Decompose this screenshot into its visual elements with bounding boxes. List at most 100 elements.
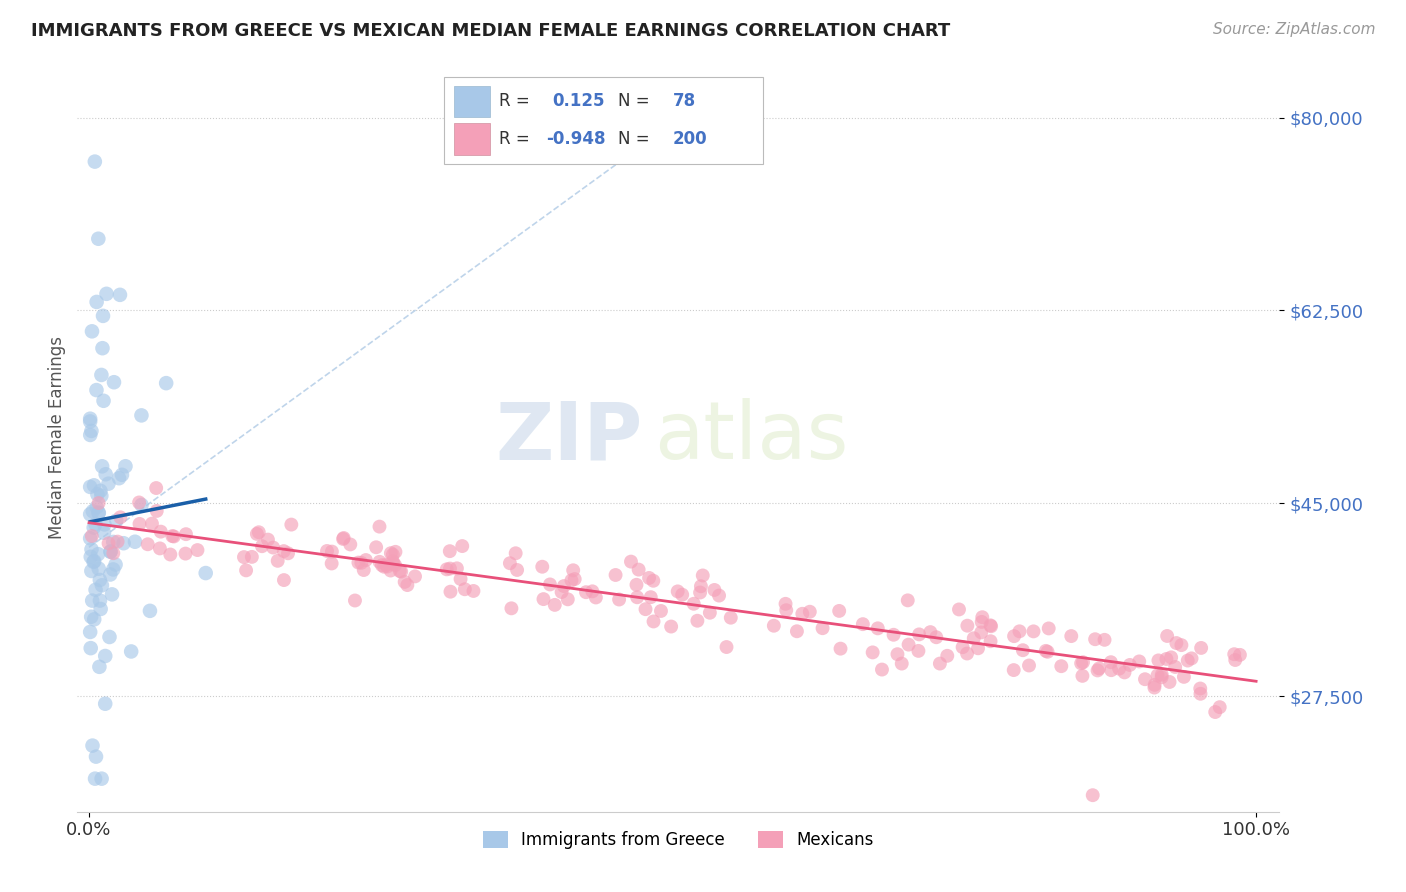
Text: -0.948: -0.948 [546, 130, 606, 148]
Point [1002, 629, 1025, 643]
Point [972, 610, 994, 624]
Point [1164, 660, 1187, 674]
Point [90, 368, 112, 382]
Point [91, 341, 114, 355]
Point [862, 645, 884, 659]
Text: IMMIGRANTS FROM GREECE VS MEXICAN MEDIAN FEMALE EARNINGS CORRELATION CHART: IMMIGRANTS FROM GREECE VS MEXICAN MEDIAN… [31, 22, 950, 40]
Point [531, 559, 554, 574]
Point [162, 529, 184, 543]
Point [108, 471, 131, 485]
Point [84, 749, 107, 764]
Point [103, 562, 125, 576]
Point [640, 590, 662, 604]
Point [1166, 636, 1188, 650]
Point [89, 483, 111, 498]
Point [316, 544, 339, 558]
Point [84, 517, 107, 532]
Point [174, 547, 197, 561]
Point [90, 489, 112, 503]
Point [343, 593, 366, 607]
Point [332, 531, 354, 545]
Point [686, 614, 709, 628]
Point [103, 546, 125, 560]
Point [605, 568, 627, 582]
Point [830, 641, 852, 656]
Point [970, 625, 993, 640]
Text: ZIP: ZIP [495, 398, 643, 476]
Point [557, 592, 579, 607]
Point [454, 582, 477, 597]
Point [1081, 788, 1104, 802]
Point [1128, 655, 1150, 669]
Point [145, 504, 167, 518]
Point [936, 648, 959, 663]
Point [1036, 645, 1059, 659]
Point [233, 550, 256, 565]
Point [79, 507, 101, 521]
Point [1223, 647, 1246, 661]
Point [1071, 655, 1094, 669]
Text: 78: 78 [672, 93, 696, 111]
Point [925, 630, 948, 644]
Point [1087, 664, 1109, 678]
Point [83, 478, 105, 492]
Point [707, 589, 730, 603]
Point [792, 607, 814, 621]
Point [375, 559, 398, 574]
Point [93, 517, 115, 532]
Point [607, 592, 630, 607]
Point [155, 376, 177, 391]
Point [101, 587, 124, 601]
Point [86, 383, 108, 397]
Point [103, 375, 125, 389]
Point [87, 547, 110, 561]
Bar [454, 123, 489, 154]
Point [1108, 662, 1130, 676]
Point [560, 574, 582, 588]
Point [897, 593, 920, 607]
Point [538, 577, 561, 591]
Point [1156, 652, 1178, 666]
Point [93, 393, 115, 408]
Point [163, 529, 186, 543]
Point [720, 610, 742, 624]
Point [716, 640, 738, 654]
Text: Source: ZipAtlas.com: Source: ZipAtlas.com [1212, 22, 1375, 37]
Point [394, 574, 416, 589]
Point [83, 554, 105, 568]
Point [463, 584, 485, 599]
Point [79, 428, 101, 442]
Point [1189, 640, 1212, 655]
Point [280, 517, 302, 532]
Point [84, 772, 107, 786]
Point [1225, 653, 1247, 667]
Point [91, 309, 114, 323]
Point [89, 573, 111, 587]
Point [890, 657, 912, 671]
Point [82, 593, 104, 607]
Point [1018, 658, 1040, 673]
Point [83, 612, 105, 626]
Point [83, 154, 105, 169]
Point [1180, 651, 1202, 665]
Point [82, 739, 104, 753]
Point [775, 597, 797, 611]
Point [643, 615, 665, 629]
Point [908, 627, 931, 641]
Text: 200: 200 [672, 130, 707, 148]
Point [246, 527, 269, 541]
Point [799, 605, 821, 619]
Point [1050, 659, 1073, 673]
Legend: Immigrants from Greece, Mexicans: Immigrants from Greece, Mexicans [477, 824, 880, 855]
Point [86, 487, 108, 501]
Point [87, 506, 110, 520]
Point [384, 545, 406, 559]
Point [83, 555, 105, 569]
Point [380, 546, 402, 560]
Point [354, 553, 377, 567]
Point [1147, 653, 1170, 667]
Point [80, 609, 103, 624]
Point [626, 578, 648, 592]
Point [1119, 657, 1142, 672]
Point [634, 602, 657, 616]
